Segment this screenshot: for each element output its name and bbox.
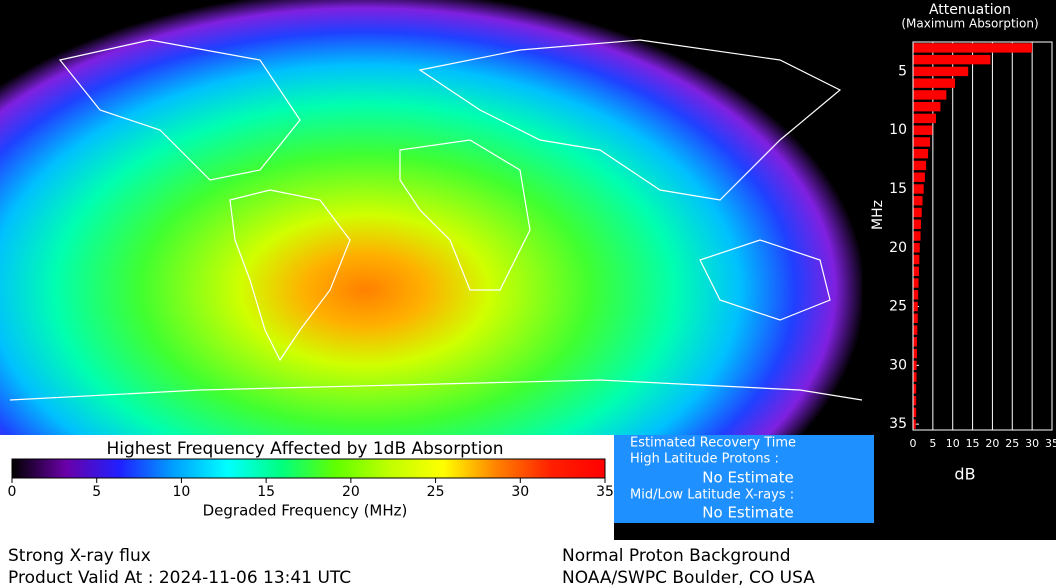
bar [913, 160, 927, 171]
y-tick-label: 10 [889, 122, 907, 138]
x-tick-label: 5 [929, 437, 936, 450]
bar [913, 360, 917, 371]
coastlines [9, 39, 862, 401]
bar [913, 219, 921, 229]
footer-text: NOAA/SWPC Boulder, CO USA [562, 568, 815, 588]
bar [913, 196, 923, 206]
absorption-map [0, 0, 862, 435]
bar [913, 325, 918, 335]
bar [913, 231, 921, 241]
bar [913, 137, 931, 147]
bar [913, 266, 919, 276]
x-tick-label: 15 [257, 484, 275, 500]
bar [913, 337, 917, 347]
bar [913, 278, 919, 288]
x-tick-label: 10 [173, 484, 191, 500]
info-line: No Estimate [702, 504, 793, 522]
info-line: No Estimate [702, 469, 793, 487]
x-tick-label: 15 [966, 437, 980, 450]
chart-title: Attenuation [929, 2, 1011, 18]
absorption-region [0, 0, 862, 435]
x-tick-label: 20 [342, 484, 360, 500]
bar [913, 101, 941, 112]
bar [913, 78, 956, 88]
footer-text: Normal Proton Background [562, 546, 791, 566]
x-tick-label: 5 [92, 484, 101, 500]
y-axis-label: MHz [870, 200, 886, 230]
bar [913, 125, 933, 135]
x-tick-label: 20 [985, 437, 999, 450]
footer-text: Product Valid At : 2024-11-06 13:41 UTC [8, 568, 351, 588]
x-tick-label: 10 [946, 437, 960, 450]
bar [913, 184, 924, 194]
footer-text: Strong X-ray flux [8, 546, 151, 566]
bar [913, 148, 929, 159]
x-tick-label: 35 [596, 484, 614, 500]
bar [913, 313, 918, 324]
y-tick-label: 15 [889, 181, 907, 197]
y-tick-label: 35 [889, 416, 907, 432]
bar [913, 384, 917, 394]
bar [913, 113, 937, 124]
bar [913, 243, 920, 253]
bar [913, 54, 991, 65]
bar [913, 290, 919, 300]
y-tick-label: 30 [889, 357, 907, 373]
bar [913, 419, 916, 429]
x-tick-label: 25 [1005, 437, 1019, 450]
info-line: High Latitude Protons : [630, 452, 779, 467]
x-tick-label: 30 [511, 484, 529, 500]
info-line: Mid/Low Latitude X-rays : [630, 488, 794, 503]
x-tick-label: 0 [910, 437, 917, 450]
colorbar-label: Degraded Frequency (MHz) [203, 502, 408, 520]
y-tick-label: 25 [889, 299, 907, 315]
bar [913, 348, 917, 359]
y-tick-label: 20 [889, 240, 907, 256]
colorbar-scale [11, 458, 606, 479]
x-tick-label: 25 [427, 484, 445, 500]
bar [913, 395, 917, 406]
bar [913, 254, 920, 265]
bar [913, 407, 917, 418]
bar [913, 90, 947, 100]
bar [913, 207, 922, 218]
colorbar-panel [0, 435, 614, 540]
info-box: Estimated Recovery Time High Latitude Pr… [614, 435, 874, 523]
plot-frame [912, 41, 1053, 431]
bar [913, 43, 1033, 53]
bar [913, 172, 925, 182]
x-tick-label: 0 [8, 484, 17, 500]
attenuation-chart: Attenuation (Maximum Absorption) MHz dB … [870, 2, 1056, 484]
y-tick-label: 5 [898, 63, 907, 79]
bar [913, 66, 969, 77]
chart-subtitle: (Maximum Absorption) [901, 17, 1038, 31]
bar [913, 301, 918, 312]
x-tick-label: 30 [1025, 437, 1039, 450]
colorbar-title: Highest Frequency Affected by 1dB Absorp… [106, 439, 503, 459]
footer-panel [0, 540, 1056, 588]
colorbar: Highest Frequency Affected by 1dB Absorp… [0, 435, 614, 540]
info-panel [614, 435, 874, 523]
x-axis-label: dB [954, 465, 975, 484]
x-tick-label: 35 [1045, 437, 1056, 450]
info-heading: Estimated Recovery Time [630, 436, 796, 451]
bar [913, 372, 917, 382]
